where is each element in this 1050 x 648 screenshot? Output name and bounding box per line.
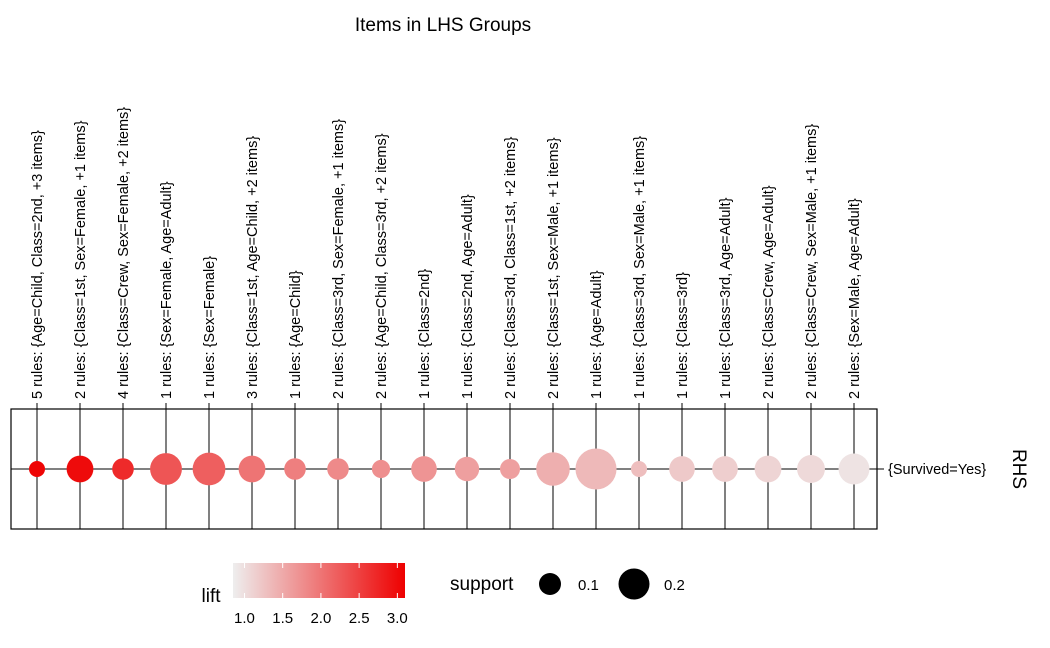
lhs-group-label: 1 rules: {Class=3rd, Sex=Male, +1 items} (632, 136, 648, 399)
support-key-label: 0.1 (578, 577, 599, 594)
lift-tick-label: 2.0 (310, 610, 331, 627)
lhs-group-dot (500, 459, 520, 479)
lhs-group-dot (712, 456, 738, 482)
lhs-group-label: 1 rules: {Class=2nd} (417, 269, 433, 399)
lhs-group-label: 2 rules: {Class=1st, Sex=Male, +1 items} (546, 137, 562, 399)
lhs-group-label: 1 rules: {Age=Adult} (589, 270, 605, 399)
lhs-group-label: 2 rules: {Class=3rd, Sex=Female, +1 item… (331, 119, 347, 399)
lhs-group-label: 2 rules: {Age=Child, Class=3rd, +2 items… (374, 133, 390, 399)
lhs-group-label: 4 rules: {Class=Crew, Sex=Female, +2 ite… (116, 107, 132, 399)
lhs-group-dot (797, 455, 825, 483)
lhs-group-dot (669, 456, 695, 482)
y-axis-title: RHS (1008, 449, 1029, 489)
lhs-group-dot (411, 456, 437, 482)
lhs-group-label: 3 rules: {Class=1st, Age=Child, +2 items… (245, 136, 261, 399)
lhs-group-label: 1 rules: {Class=3rd, Age=Adult} (718, 197, 734, 399)
lhs-group-dot (327, 458, 349, 480)
lhs-group-dot (238, 455, 266, 483)
lhs-group-dot (28, 460, 46, 478)
support-key-dot (539, 573, 561, 595)
lhs-group-dot (536, 452, 570, 486)
x-tick-labels: 5 rules: {Age=Child, Class=2nd, +3 items… (30, 107, 863, 399)
lhs-group-label: 1 rules: {Class=3rd} (675, 272, 691, 399)
lhs-group-label: 5 rules: {Age=Child, Class=2nd, +3 items… (30, 130, 46, 399)
dot-layer (28, 448, 870, 490)
lhs-group-dot (630, 460, 648, 478)
lhs-group-label: 1 rules: {Sex=Female} (202, 256, 218, 399)
chart-title: Items in LHS Groups (355, 15, 531, 36)
lhs-group-dot (575, 448, 617, 490)
legend-support: support 0.1 0.2 (450, 568, 685, 600)
legend-lift: lift 1.0 1.5 2.0 2.5 3.0 (202, 563, 408, 627)
grid-layer (11, 403, 877, 529)
lift-legend-title: lift (202, 586, 222, 607)
lhs-group-dot (454, 456, 480, 482)
rhs-label: {Survived=Yes} (888, 462, 986, 478)
support-key-label: 0.2 (664, 577, 685, 594)
lhs-group-label: 1 rules: {Sex=Female, Age=Adult} (159, 181, 175, 399)
lhs-group-dot (192, 452, 226, 486)
support-key-dot (618, 568, 650, 600)
lhs-group-label: 2 rules: {Sex=Male, Age=Adult} (847, 198, 863, 399)
lhs-group-dot (838, 453, 870, 485)
lhs-group-dot (371, 459, 391, 479)
lhs-group-dot (150, 453, 182, 485)
lift-tick-marks: 1.0 1.5 2.0 2.5 3.0 (234, 563, 408, 627)
lhs-group-label: 2 rules: {Class=Crew, Age=Adult} (761, 185, 777, 399)
rhs-labels: {Survived=Yes} (877, 462, 986, 478)
lift-tick-label: 3.0 (387, 610, 408, 627)
lhs-group-label: 2 rules: {Class=Crew, Sex=Male, +1 items… (804, 124, 820, 399)
lhs-group-dot (66, 455, 94, 483)
lift-tick-label: 1.5 (272, 610, 293, 627)
lhs-group-dot (112, 458, 134, 480)
lhs-group-dot (284, 458, 306, 480)
lift-colorbar (233, 563, 405, 598)
support-keys: 0.1 0.2 (539, 568, 685, 600)
lhs-group-label: 2 rules: {Class=3rd, Class=1st, +2 items… (503, 137, 519, 399)
support-legend-title: support (450, 574, 514, 595)
lift-tick-label: 1.0 (234, 610, 255, 627)
lhs-group-label: 1 rules: {Age=Child} (288, 270, 304, 399)
lhs-group-label: 1 rules: {Class=2nd, Age=Adult} (460, 194, 476, 399)
lhs-group-dot (754, 455, 782, 483)
lift-tick-label: 2.5 (349, 610, 370, 627)
lhs-group-label: 2 rules: {Class=1st, Sex=Female, +1 item… (73, 120, 89, 399)
